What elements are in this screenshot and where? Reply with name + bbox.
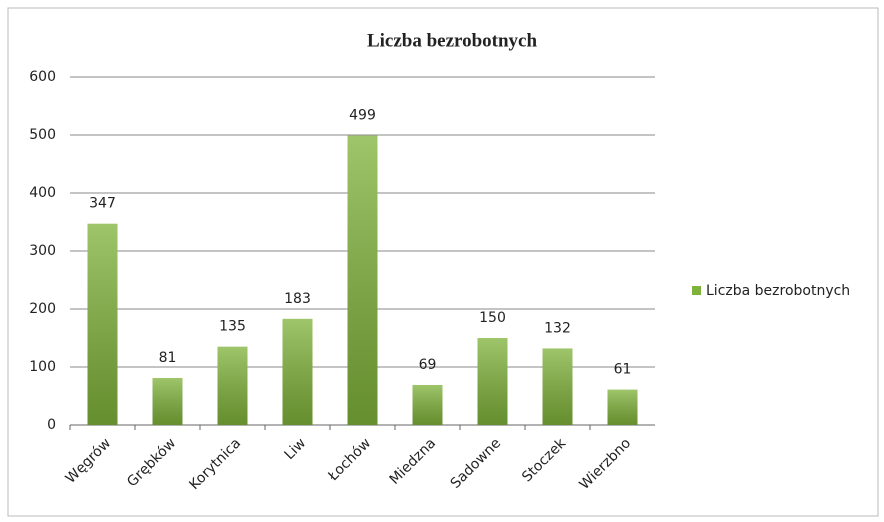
data-label: 61 [614, 362, 632, 378]
y-tick-label: 200 [29, 301, 56, 317]
bar-shade [607, 389, 638, 425]
data-label: 347 [89, 196, 116, 212]
data-label: 132 [544, 320, 571, 336]
data-label: 81 [159, 350, 177, 366]
bar-shade [282, 318, 313, 425]
bar-shade [477, 338, 508, 425]
y-tick-label: 600 [29, 69, 56, 85]
legend-label: Liczba bezrobotnych [706, 283, 850, 299]
data-label: 183 [284, 291, 311, 307]
data-label: 150 [479, 310, 506, 326]
bar-shade [217, 346, 248, 425]
y-tick-label: 100 [29, 359, 56, 375]
bar-shade [542, 348, 573, 425]
bar-shade [347, 135, 378, 425]
y-tick-label: 500 [29, 127, 56, 143]
bar-shade [152, 378, 183, 425]
bar-shade [87, 223, 118, 425]
data-label: 69 [419, 357, 437, 373]
y-tick-label: 300 [29, 243, 56, 259]
data-label: 499 [349, 108, 376, 124]
chart-frame [7, 7, 879, 517]
y-tick-label: 400 [29, 185, 56, 201]
legend-swatch [692, 286, 701, 295]
chart-title: Liczba bezrobotnych [367, 30, 538, 51]
bar-shade [412, 384, 443, 425]
data-label: 135 [219, 319, 246, 335]
y-tick-label: 0 [47, 417, 56, 433]
